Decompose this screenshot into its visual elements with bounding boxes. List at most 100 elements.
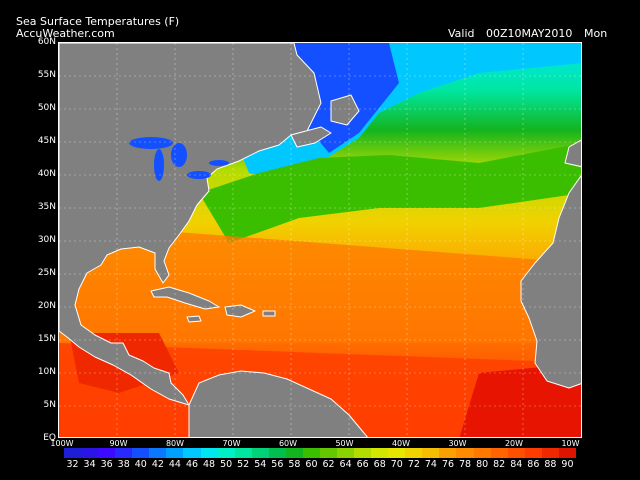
- scale-swatch: [507, 448, 525, 458]
- scale-label: 44: [168, 459, 181, 470]
- latitude-label: 30N: [37, 235, 56, 245]
- scale-swatch: [337, 448, 355, 458]
- cuba-land: [150, 286, 220, 310]
- scale-swatch: [183, 448, 201, 458]
- scale-swatch: [405, 448, 423, 458]
- longitude-label: 70W: [222, 439, 241, 448]
- valid-time: 00Z10MAY2010: [486, 27, 573, 40]
- scale-swatch: [456, 448, 474, 458]
- scale-swatch: [234, 448, 252, 458]
- graticule: [59, 43, 581, 437]
- puerto-rico-land: [262, 310, 276, 317]
- sst-map: [58, 42, 582, 438]
- latitude-label: 25N: [37, 268, 56, 278]
- longitude-label: 50W: [335, 439, 354, 448]
- iberia-land: [564, 139, 581, 168]
- scale-label: 46: [185, 459, 199, 470]
- scale-swatch: [149, 448, 167, 458]
- lake-huron: [171, 143, 187, 167]
- scale-label: 84: [510, 459, 523, 470]
- scale-label: 40: [134, 459, 147, 470]
- africa-land: [520, 174, 581, 389]
- scale-label: 88: [544, 459, 557, 470]
- scale-swatch: [64, 448, 82, 458]
- longitude-label: 100W: [50, 439, 74, 448]
- scale-label: 62: [322, 459, 335, 470]
- newfoundland-land: [330, 94, 360, 126]
- scale-swatch: [200, 448, 218, 458]
- latitude-label: 20N: [37, 301, 56, 311]
- scale-label: 50: [220, 459, 233, 470]
- longitude-label: 80W: [165, 439, 185, 448]
- scale-label: 86: [527, 459, 540, 470]
- scale-label: 52: [237, 459, 250, 470]
- scale-swatch: [98, 448, 116, 458]
- latitude-label: 50N: [37, 103, 56, 113]
- hispaniola-land: [224, 304, 256, 318]
- latitude-label: EQ: [43, 433, 56, 443]
- sst-map-graphic: [59, 43, 581, 437]
- scale-swatch: [473, 448, 491, 458]
- lake-ontario: [209, 160, 229, 166]
- scale-swatch: [285, 448, 303, 458]
- scale-label: 56: [271, 459, 284, 470]
- scale-swatch: [354, 448, 372, 458]
- source-label: AccuWeather.com: [16, 27, 115, 40]
- scale-swatch: [302, 448, 320, 458]
- scale-swatch: [388, 448, 406, 458]
- scale-swatch: [217, 448, 235, 458]
- scale-swatch: [439, 448, 457, 458]
- day-label: Mon: [584, 27, 608, 40]
- lake-michigan: [154, 149, 164, 181]
- latitude-label: 45N: [37, 136, 56, 146]
- scale-label: 38: [117, 459, 130, 470]
- lake-superior: [129, 137, 173, 149]
- latitude-label: 40N: [37, 169, 56, 179]
- scale-label: 54: [254, 459, 267, 470]
- scale-label: 34: [83, 459, 96, 470]
- temperature-scale-labels: 32 34 36 38 40 42 44 46 48 50 52 54 56 58 60 62 64 66 68 70…: [64, 459, 576, 471]
- longitude-label: 40W: [391, 439, 411, 448]
- longitude-label: 20W: [504, 439, 524, 448]
- scale-label: 60: [305, 459, 318, 470]
- map-title: Sea Surface Temperatures (F): [16, 15, 180, 28]
- scale-swatch: [319, 448, 337, 458]
- scale-swatch: [541, 448, 559, 458]
- scale-swatch: [132, 448, 150, 458]
- warm-tropical-band: [59, 223, 581, 343]
- scale-label: 42: [151, 459, 164, 470]
- scale-swatch: [524, 448, 542, 458]
- scale-label: 82: [493, 459, 506, 470]
- scale-swatch: [422, 448, 440, 458]
- scale-label: 76: [441, 459, 455, 470]
- scale-swatch: [251, 448, 269, 458]
- latitude-label: 35N: [37, 202, 56, 212]
- scale-label: 80: [476, 459, 489, 470]
- longitude-label: 30W: [448, 439, 467, 448]
- south-america-land: [188, 370, 368, 437]
- scale-label: 36: [100, 459, 113, 470]
- scale-swatch: [115, 448, 133, 458]
- scale-label: 68: [373, 459, 386, 470]
- north-america-land: [59, 43, 322, 406]
- jamaica-land: [186, 315, 202, 323]
- scale-swatch: [268, 448, 286, 458]
- scale-label: 64: [339, 459, 352, 470]
- scale-swatch: [81, 448, 99, 458]
- valid-label: Valid: [448, 27, 475, 40]
- scale-swatch: [371, 448, 389, 458]
- scale-label: 58: [288, 459, 301, 470]
- latitude-label: 55N: [37, 70, 56, 80]
- scale-label: 70: [390, 459, 403, 470]
- scale-label: 32: [66, 459, 79, 470]
- longitude-label: 60W: [278, 439, 298, 448]
- scale-label: 66: [356, 459, 369, 470]
- longitude-label: 90W: [109, 439, 128, 448]
- longitude-label: 10W: [561, 439, 580, 448]
- scale-label: 72: [407, 459, 420, 470]
- temperature-color-scale: [64, 448, 576, 458]
- gulf-stream-front: [199, 143, 581, 243]
- latitude-label: 5N: [43, 400, 56, 410]
- scale-swatch: [166, 448, 184, 458]
- scale-swatch: [558, 448, 576, 458]
